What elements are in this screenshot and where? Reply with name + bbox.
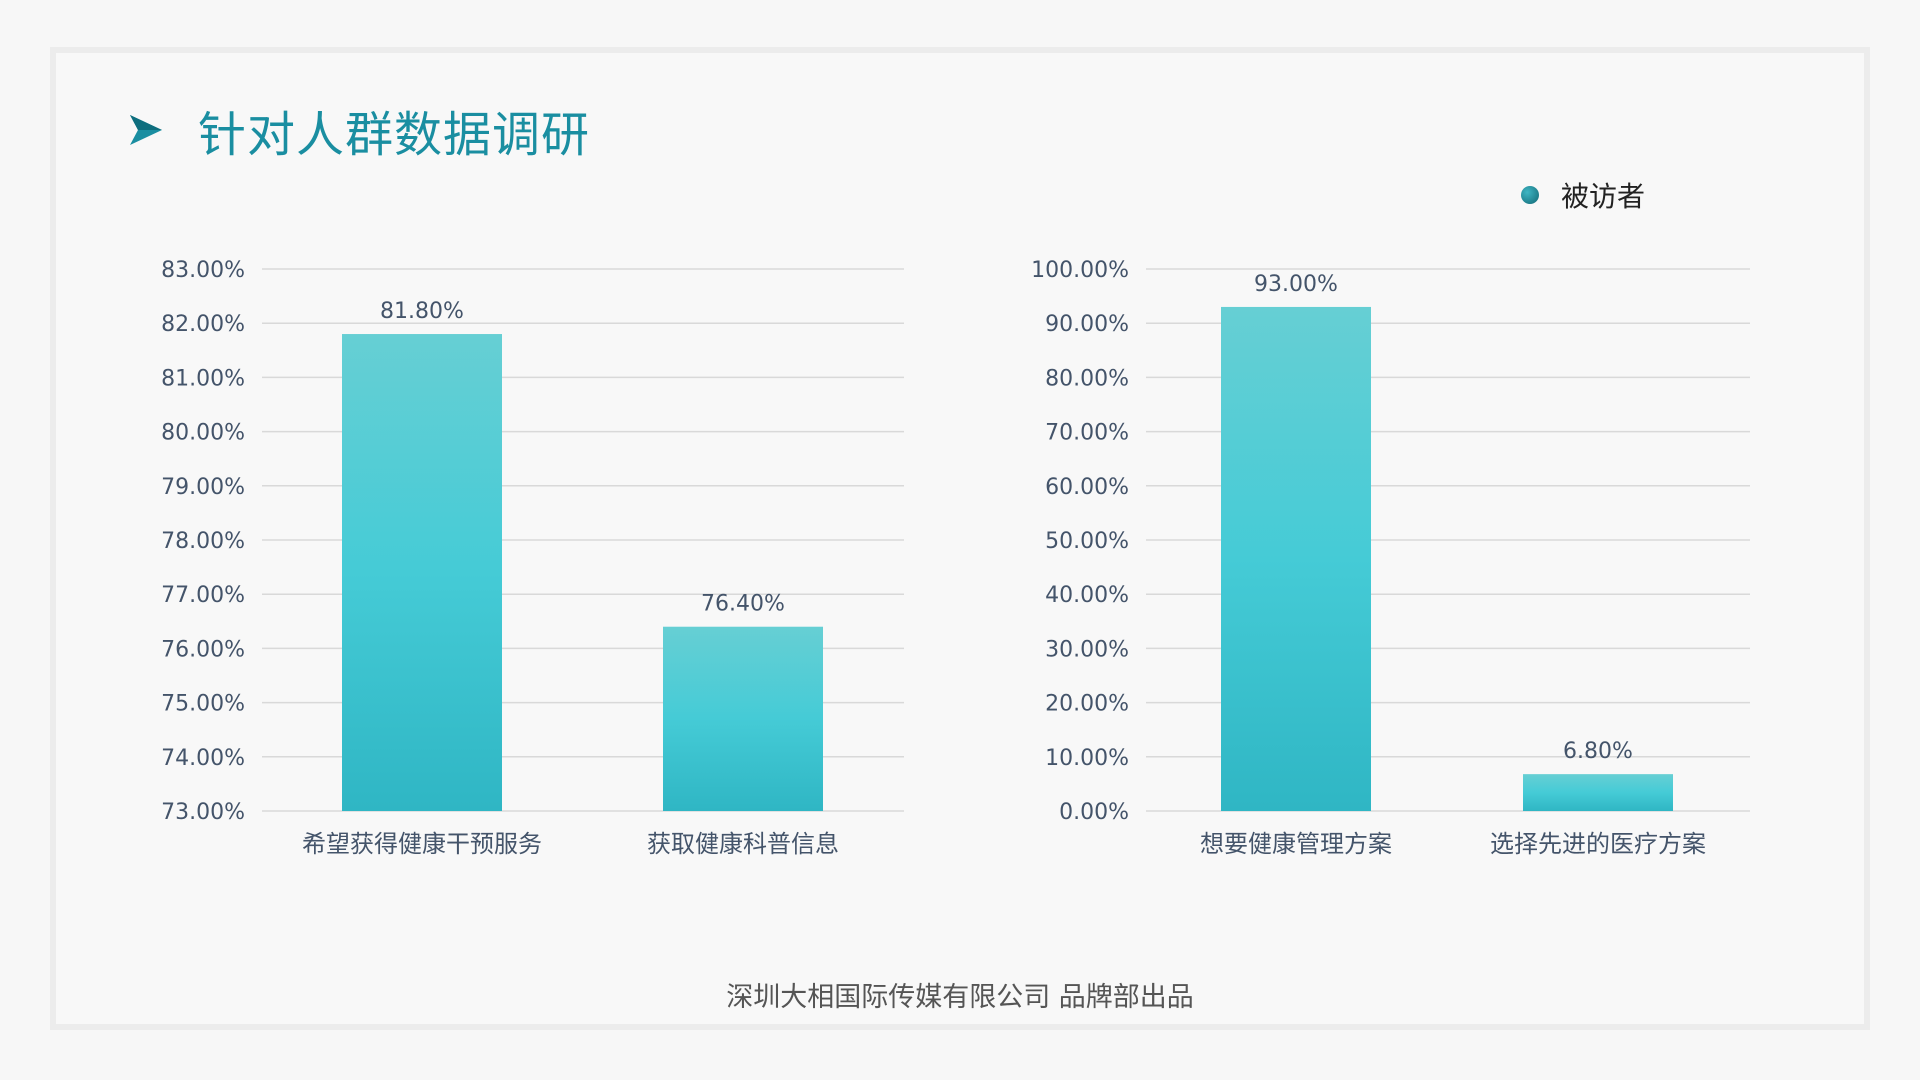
- y-tick-label: 75.00%: [161, 692, 245, 717]
- legend-marker: [1521, 186, 1539, 204]
- y-tick-label: 80.00%: [1045, 366, 1129, 391]
- bar: [663, 626, 823, 811]
- legend-label: 被访者: [1561, 180, 1646, 213]
- title-row: 针对人群数据调研: [128, 95, 590, 165]
- y-tick-label: 78.00%: [161, 529, 245, 554]
- category-label: 选择先进的医疗方案: [1490, 830, 1706, 858]
- y-tick-label: 20.00%: [1045, 692, 1129, 717]
- bar: [342, 334, 502, 811]
- y-tick-label: 60.00%: [1045, 475, 1129, 500]
- data-label: 81.80%: [380, 299, 464, 324]
- y-tick-label: 30.00%: [1045, 637, 1129, 662]
- y-tick-label: 73.00%: [161, 800, 245, 825]
- data-label: 76.40%: [701, 592, 785, 617]
- category-label: 获取健康科普信息: [647, 830, 839, 858]
- y-tick-label: 10.00%: [1045, 746, 1129, 771]
- y-tick-label: 76.00%: [161, 637, 245, 662]
- y-tick-label: 100.00%: [1031, 258, 1129, 283]
- category-label: 想要健康管理方案: [1200, 830, 1392, 858]
- y-tick-label: 77.00%: [161, 583, 245, 608]
- y-tick-label: 79.00%: [161, 475, 245, 500]
- y-tick-label: 83.00%: [161, 258, 245, 283]
- y-tick-label: 82.00%: [161, 312, 245, 337]
- y-tick-label: 0.00%: [1059, 800, 1129, 825]
- y-tick-label: 50.00%: [1045, 529, 1129, 554]
- y-tick-label: 81.00%: [161, 366, 245, 391]
- y-tick-label: 90.00%: [1045, 312, 1129, 337]
- y-tick-label: 40.00%: [1045, 583, 1129, 608]
- y-tick-label: 74.00%: [161, 746, 245, 771]
- y-tick-label: 80.00%: [161, 421, 245, 446]
- chart-legend: 被访者: [1521, 178, 1646, 213]
- arrow-bullet-icon: [130, 115, 162, 145]
- footer-credit: 深圳大相国际传媒有限公司 品牌部出品: [726, 982, 1194, 1013]
- page-title: 针对人群数据调研: [198, 107, 591, 163]
- category-label: 希望获得健康干预服务: [302, 830, 542, 858]
- data-label: 93.00%: [1254, 272, 1338, 297]
- y-tick-label: 70.00%: [1045, 421, 1129, 446]
- bar: [1523, 774, 1673, 811]
- data-label: 6.80%: [1563, 739, 1633, 764]
- bar: [1221, 306, 1371, 811]
